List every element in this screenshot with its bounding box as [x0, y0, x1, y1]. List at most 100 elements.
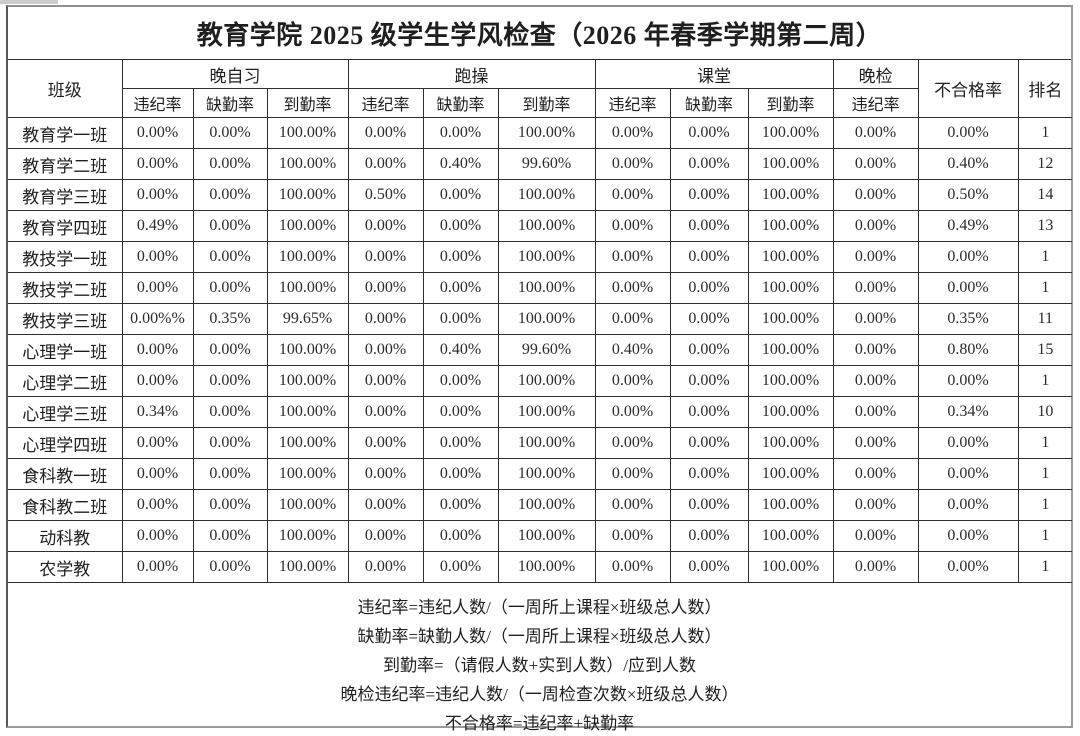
cell-value: 100.00%: [747, 272, 834, 304]
cell-value: 100.00%: [266, 551, 349, 583]
cell-value: 0.50%: [917, 179, 1019, 211]
cell-value: 0.00%: [594, 117, 671, 149]
cell-value: 100.00%: [497, 241, 596, 273]
cell-value: 100.00%: [497, 210, 596, 242]
cell-value: 100.00%: [497, 458, 596, 490]
cell-value: 0.00%: [669, 458, 749, 490]
subcol-evening-study-attendance: 到勤率: [266, 88, 349, 118]
cell-value: 100.00%: [747, 179, 834, 211]
table-row: 心理学一班 0.00% 0.00% 100.00% 0.00% 0.40% 99.60% 0.…: [8, 334, 1073, 366]
table-row: 农学教 0.00% 0.00% 100.00% 0.00% 0.00% 100.00% 0.0…: [8, 551, 1073, 583]
cell-value: 0.00%: [669, 520, 749, 552]
subcol-classroom-absence: 缺勤率: [669, 88, 749, 118]
cell-value: 100.00%: [266, 458, 349, 490]
cell-value: 0.00%: [832, 365, 919, 397]
subcol-running-attendance: 到勤率: [497, 88, 596, 118]
table-row: 心理学三班 0.34% 0.00% 100.00% 0.00% 0.00% 100.00% 0…: [8, 396, 1073, 428]
cell-value: 0.00%: [121, 148, 194, 180]
table-row: 食科教一班 0.00% 0.00% 100.00% 0.00% 0.00% 100.00% 0…: [8, 458, 1073, 490]
cell-value: 0.00%: [832, 334, 919, 366]
cell-rank: 14: [1017, 179, 1073, 211]
cell-value: 0.00%: [594, 148, 671, 180]
table-row: 教育学三班 0.00% 0.00% 100.00% 0.50% 0.00% 100.00% 0…: [8, 179, 1073, 211]
subcol-evening-check-violation: 违纪率: [832, 88, 919, 118]
cell-value: 0.00%: [192, 520, 268, 552]
cell-value: 0.00%: [832, 210, 919, 242]
note-line: 到勤率=（请假人数+实到人数）/应到人数: [383, 656, 696, 675]
cell-value: 0.00%: [422, 272, 499, 304]
cell-value: 0.00%: [594, 520, 671, 552]
cell-value: 0.50%: [347, 179, 424, 211]
cell-value: 0.00%: [832, 241, 919, 273]
table-body: 教育学一班 0.00% 0.00% 100.00% 0.00% 0.00% 100.00% 0…: [8, 117, 1073, 583]
cell-value: 0.00%: [669, 489, 749, 521]
cell-rank: 1: [1017, 241, 1073, 273]
cell-value: 0.35%: [917, 303, 1019, 335]
cell-value: 0.00%: [192, 241, 268, 273]
cell-value: 0.00%: [121, 365, 194, 397]
page-title: 教育学院 2025 级学生学风检查（2026 年春季学期第二周）: [8, 7, 1071, 60]
cell-value: 0.00%: [422, 551, 499, 583]
subcol-classroom-attendance: 到勤率: [747, 88, 834, 118]
cell-value: 0.00%: [192, 179, 268, 211]
cell-value: 100.00%: [497, 396, 596, 428]
cell-value: 0.40%: [422, 334, 499, 366]
cell-rank: 1: [1017, 520, 1073, 552]
note-line: 缺勤率=缺勤人数/（一周所上课程×班级总人数）: [357, 627, 722, 646]
cell-value: 0.00%: [917, 458, 1019, 490]
cell-value: 0.00%: [347, 241, 424, 273]
cell-value: 100.00%: [747, 117, 834, 149]
cell-value: 0.00%%: [121, 303, 194, 335]
cell-rank: 1: [1017, 365, 1073, 397]
cell-value: 0.80%: [917, 334, 1019, 366]
col-header-rank: 排名: [1017, 60, 1073, 118]
cell-value: 100.00%: [497, 303, 596, 335]
cell-value: 100.00%: [497, 427, 596, 459]
col-header-class: 班级: [8, 60, 123, 118]
cell-value: 0.00%: [917, 520, 1019, 552]
cell-class-name: 教育学三班: [8, 179, 123, 211]
cell-value: 0.00%: [669, 334, 749, 366]
cell-value: 0.00%: [594, 272, 671, 304]
cell-value: 0.00%: [347, 272, 424, 304]
cell-value: 0.00%: [347, 427, 424, 459]
cell-value: 0.00%: [192, 365, 268, 397]
cell-value: 0.00%: [832, 520, 919, 552]
cell-value: 0.00%: [917, 427, 1019, 459]
cell-class-name: 教育学二班: [8, 148, 123, 180]
cell-value: 0.35%: [192, 303, 268, 335]
cell-value: 100.00%: [747, 520, 834, 552]
table-row: 食科教二班 0.00% 0.00% 100.00% 0.00% 0.00% 100.00% 0…: [8, 489, 1073, 521]
cell-value: 99.65%: [266, 303, 349, 335]
cell-value: 0.00%: [832, 396, 919, 428]
cell-value: 0.00%: [121, 458, 194, 490]
cell-value: 0.00%: [832, 148, 919, 180]
note-line: 晚检违纪率=违纪人数/（一周检查次数×班级总人数）: [340, 685, 739, 704]
cell-value: 0.00%: [917, 272, 1019, 304]
cell-value: 0.00%: [121, 117, 194, 149]
cell-value: 0.00%: [594, 427, 671, 459]
cell-value: 0.00%: [347, 396, 424, 428]
cell-value: 0.00%: [121, 272, 194, 304]
cell-rank: 15: [1017, 334, 1073, 366]
cell-value: 0.00%: [832, 179, 919, 211]
cell-rank: 1: [1017, 458, 1073, 490]
col-header-fail-rate: 不合格率: [917, 60, 1019, 118]
cell-value: 0.34%: [917, 396, 1019, 428]
cell-value: 0.00%: [832, 427, 919, 459]
col-group-evening-study: 晚自习: [121, 60, 349, 89]
subcol-evening-study-absence: 缺勤率: [192, 88, 268, 118]
cell-value: 100.00%: [266, 117, 349, 149]
cell-value: 0.00%: [669, 427, 749, 459]
cell-value: 0.00%: [422, 365, 499, 397]
cell-value: 100.00%: [497, 117, 596, 149]
cell-value: 100.00%: [266, 241, 349, 273]
cell-value: 0.00%: [192, 551, 268, 583]
table-row: 教技学三班 0.00%% 0.35% 99.65% 0.00% 0.00% 100.00% 0…: [8, 303, 1073, 335]
formula-notes: 违纪率=违纪人数/（一周所上课程×班级总人数） 缺勤率=缺勤人数/（一周所上课程×…: [8, 583, 1071, 736]
cell-value: 100.00%: [747, 489, 834, 521]
cell-class-name: 心理学三班: [8, 396, 123, 428]
table-row: 教育学四班 0.49% 0.00% 100.00% 0.00% 0.00% 100.00% 0…: [8, 210, 1073, 242]
table-row: 教育学一班 0.00% 0.00% 100.00% 0.00% 0.00% 100.00% 0…: [8, 117, 1073, 149]
cell-value: 0.00%: [121, 241, 194, 273]
